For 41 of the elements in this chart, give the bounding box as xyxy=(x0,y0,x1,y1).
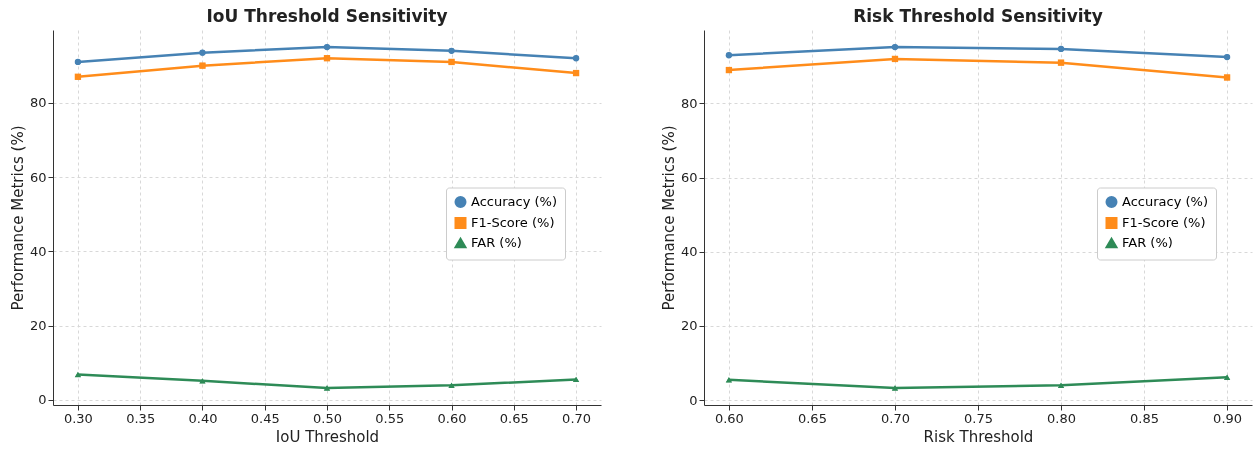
x-tick-label: 0.40 xyxy=(188,410,218,426)
legend-label: Accuracy (%) xyxy=(471,194,557,209)
legend-label: Accuracy (%) xyxy=(1122,194,1208,209)
y-tick-label: 80 xyxy=(29,95,47,111)
legend-label: FAR (%) xyxy=(1122,235,1173,250)
x-tick-label: 0.45 xyxy=(250,410,280,426)
y-tick-label: 40 xyxy=(680,244,698,260)
x-tick-label: 0.75 xyxy=(964,410,993,426)
y-tick-label: 60 xyxy=(680,170,698,186)
x-tick-label: 0.30 xyxy=(63,410,93,426)
y-tick-label: 0 xyxy=(689,392,698,408)
x-tick-label: 0.85 xyxy=(1130,410,1160,426)
x-axis-title: Risk Threshold xyxy=(923,427,1034,446)
legend-label: F1-Score (%) xyxy=(1122,215,1206,230)
y-tick-label: 20 xyxy=(680,318,698,334)
legend-label: FAR (%) xyxy=(471,235,522,250)
chart-title: Risk Threshold Sensitivity xyxy=(853,6,1103,26)
y-tick-label: 20 xyxy=(29,318,47,334)
x-tick-label: 0.60 xyxy=(437,410,467,426)
y-axis-title: Performance Metrics (%) xyxy=(8,125,27,311)
x-tick-label: 0.60 xyxy=(714,410,744,426)
y-tick-label: 40 xyxy=(29,243,47,259)
y-axis-title: Performance Metrics (%) xyxy=(659,125,678,311)
point xyxy=(199,49,206,56)
x-tick-label: 0.55 xyxy=(375,410,405,426)
y-tick-label: 60 xyxy=(29,169,47,185)
x-axis-title: IoU Threshold xyxy=(275,427,380,446)
x-tick-label: 0.70 xyxy=(880,410,910,426)
point xyxy=(199,378,206,384)
legend-label: F1-Score (%) xyxy=(471,215,555,230)
chart-title: IoU Threshold Sensitivity xyxy=(206,6,448,26)
x-tick-label: 0.35 xyxy=(126,410,156,426)
y-tick-label: 0 xyxy=(38,392,47,408)
x-tick-label: 0.50 xyxy=(313,410,342,426)
y-tick-label: 80 xyxy=(680,95,698,111)
x-tick-label: 0.65 xyxy=(499,410,529,426)
x-tick-label: 0.80 xyxy=(1047,410,1077,426)
x-tick-label: 0.90 xyxy=(1213,410,1243,426)
x-tick-label: 0.70 xyxy=(562,410,592,426)
point xyxy=(199,62,206,69)
x-tick-label: 0.65 xyxy=(797,410,827,426)
